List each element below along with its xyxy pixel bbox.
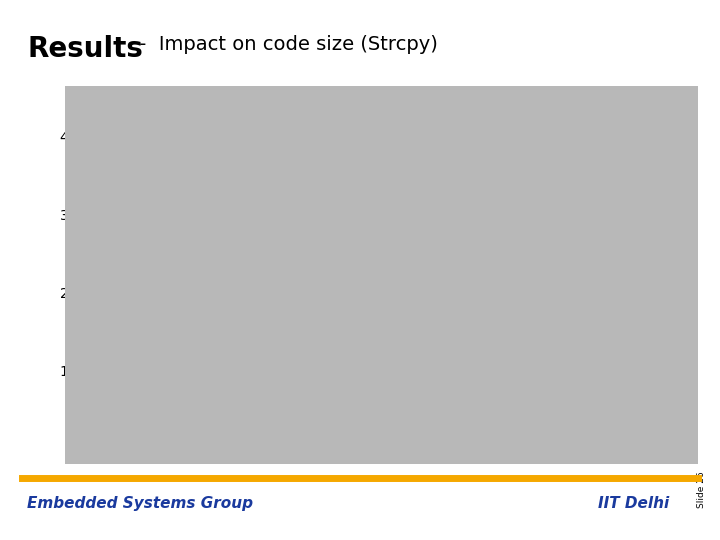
Bar [539,156,567,194]
Bar [251,230,354,448]
Text: X86: X86 [578,168,605,182]
Text: IIT Delhi: IIT Delhi [598,496,669,511]
Text: 370: 370 [428,142,454,156]
Text: 207: 207 [151,269,177,283]
Text: Results: Results [27,35,143,63]
Text: HPL-PD: HPL-PD [578,323,628,338]
Bar [389,160,492,448]
Bar [539,311,567,350]
Text: Sparc: Sparc [578,246,617,260]
Bar [539,233,567,272]
Text: Embedded Systems Group: Embedded Systems Group [27,496,253,511]
Bar [112,287,216,448]
Text: -  Impact on code size (Strcpy): - Impact on code size (Strcpy) [133,35,438,54]
Text: 280: 280 [289,212,315,226]
Text: Slide 26: Slide 26 [698,471,706,508]
